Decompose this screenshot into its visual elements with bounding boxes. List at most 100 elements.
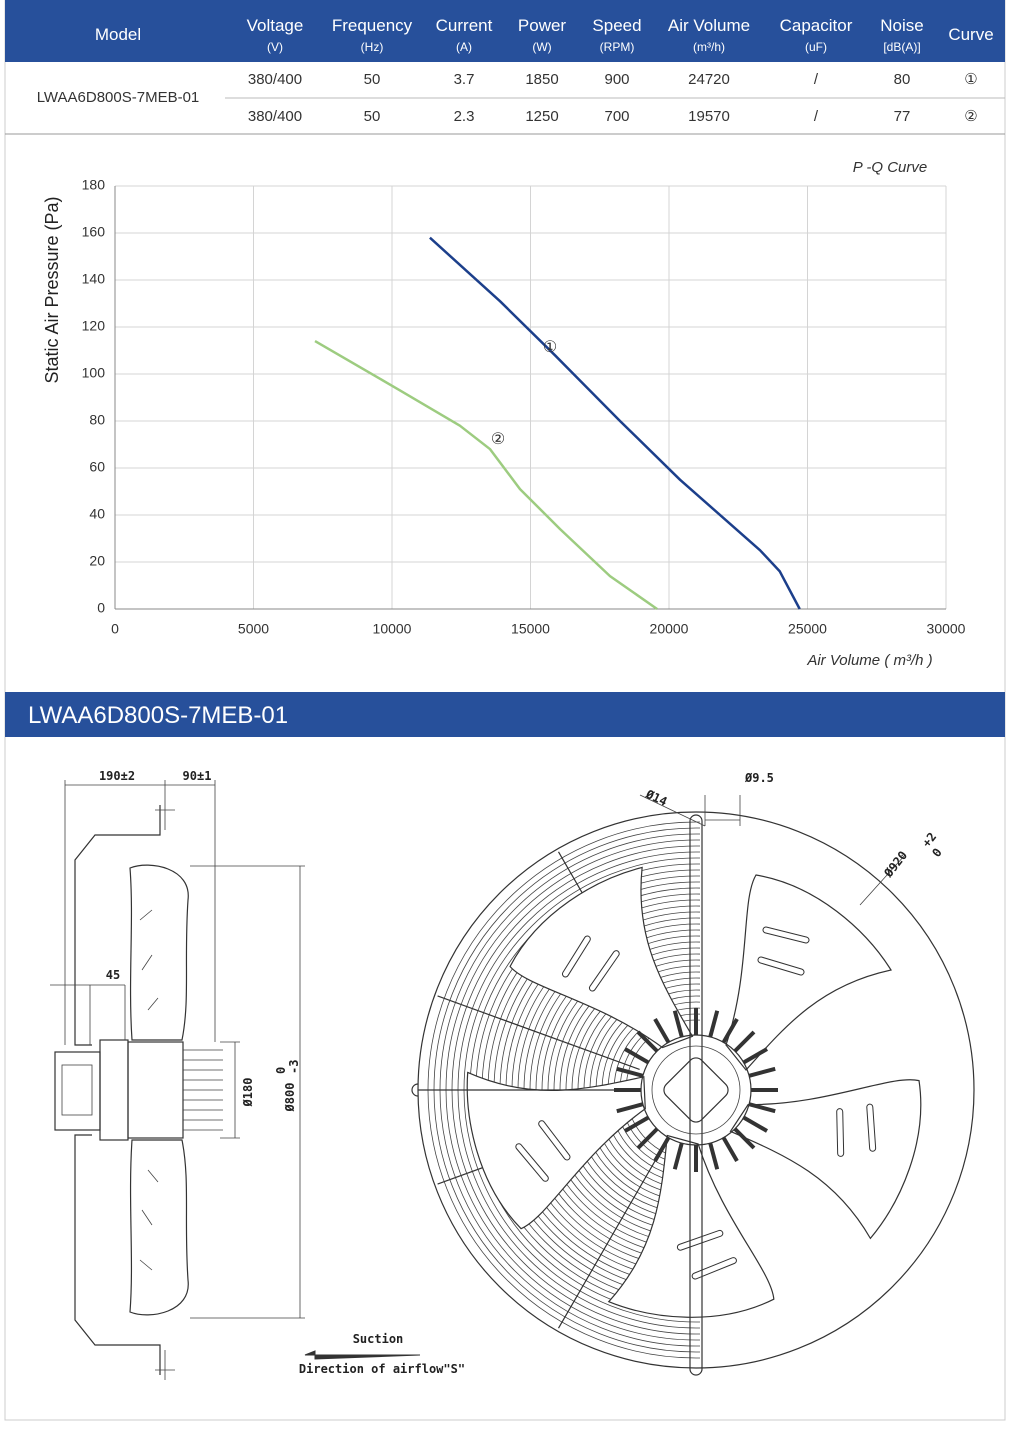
blade (725, 874, 892, 1071)
dim-label: 90±1 (183, 769, 212, 783)
drawing-line (689, 814, 703, 1376)
header-name: Capacitor (780, 16, 853, 35)
drawing-line (61, 1064, 93, 1116)
x-axis-label: Air Volume ( m³/h ) (806, 652, 932, 669)
blade-outline (729, 1079, 922, 1240)
table-cell: 19570 (688, 108, 730, 125)
dim-tolerance: +2 (919, 830, 939, 850)
chart: 0 20 40 60 80 100 120 140 160 180 0 5000 10000 15000 2… (42, 159, 966, 669)
curve-label: ② (491, 431, 505, 448)
side-view: 190±2 90±1 45 Ø180 Ø800 0 -3 Suction Dir… (50, 769, 465, 1380)
header-unit: (W) (532, 40, 551, 54)
table-cell: / (814, 71, 819, 88)
front-view: Ø14 Ø9.5 Ø920 +2 0 (411, 771, 975, 1376)
table-cell: 380/400 (248, 71, 302, 88)
model-cell: LWAA6D800S-7MEB-01 (37, 89, 200, 106)
table-cell: 1850 (525, 71, 558, 88)
x-tick-label: 5000 (238, 621, 269, 637)
header-unit: (RPM) (600, 40, 635, 54)
table-cell: 50 (364, 108, 381, 125)
y-tick-label: 140 (82, 271, 106, 287)
dim-label: Ø180 (241, 1078, 255, 1108)
header-unit: (uF) (805, 40, 827, 54)
y-tick-label: 180 (82, 177, 106, 193)
header-name: Frequency (332, 16, 413, 35)
y-tick-label: 0 (97, 600, 105, 616)
y-axis-label: Static Air Pressure (Pa) (42, 196, 62, 383)
drawing-line (639, 794, 906, 906)
header-name: Power (518, 16, 567, 35)
hub-fin (733, 1127, 756, 1150)
dim-label: Ø9.5 (744, 771, 774, 785)
curve (314, 340, 658, 611)
table-cell: ① (964, 71, 977, 88)
hub-fin (708, 1010, 720, 1038)
drawing-line (304, 1350, 421, 1360)
header-unit: (Hz) (361, 40, 384, 54)
blade-outline (607, 1134, 775, 1318)
header-name: Current (436, 16, 493, 35)
x-tick-label: 20000 (650, 621, 689, 637)
hub-fin (623, 1047, 650, 1065)
table-cell: 24720 (688, 71, 730, 88)
header-name: Voltage (247, 16, 304, 35)
dim-tolerance: -3 (287, 1060, 301, 1074)
header-name: Noise (880, 16, 923, 35)
hub-fin (616, 1066, 644, 1078)
y-tick-label: 20 (89, 553, 105, 569)
drawing-line (651, 1045, 741, 1135)
header-name: Speed (592, 16, 641, 35)
hub-fin (616, 1102, 644, 1114)
section-banner (5, 692, 1005, 737)
y-tick-label: 100 (82, 365, 106, 381)
y-tick-label: 160 (82, 224, 106, 240)
dim-label: Ø14 (643, 787, 669, 809)
header-name: Air Volume (668, 16, 750, 35)
dim-label: Ø800 (283, 1083, 297, 1113)
hub-fin (636, 1030, 659, 1053)
hub-fin (672, 1010, 684, 1038)
header-unit: [dB(A)] (883, 40, 920, 54)
hub-fin (742, 1047, 769, 1065)
drawing-line (74, 805, 161, 1375)
hub-fin (721, 1136, 739, 1163)
header-unit: (V) (267, 40, 283, 54)
blade-outline (509, 866, 694, 1049)
header-unit: (A) (456, 40, 472, 54)
drawing-line (139, 909, 159, 1271)
blade (729, 1079, 922, 1240)
table: Model Voltage (V) Frequency (Hz) Current (A) Po… (5, 16, 1005, 135)
hub-fin (721, 1017, 739, 1044)
dim-label: Ø920 (881, 848, 910, 880)
blade-outline (466, 1071, 646, 1230)
chart-title: P -Q Curve (853, 159, 927, 176)
y-tick-label: 40 (89, 506, 105, 522)
drawing-line (640, 1034, 752, 1146)
blades (466, 866, 922, 1318)
guard-spoke (437, 995, 640, 1071)
header-unit: (m³/h) (693, 40, 725, 54)
drawing-line (50, 780, 305, 1319)
x-tick-label: 25000 (788, 621, 827, 637)
x-tick-label: 10000 (373, 621, 412, 637)
y-tick-label: 60 (89, 459, 105, 475)
blade-slot-inner (516, 1121, 570, 1181)
curve-label: ① (543, 339, 557, 356)
blade-slot-inner (562, 936, 619, 991)
drawing-line (183, 1049, 223, 1131)
hub-fin (672, 1142, 684, 1170)
y-tick-label: 80 (89, 412, 105, 428)
hub-fin (653, 1017, 671, 1044)
blade (466, 1071, 646, 1230)
table-cell: 1250 (525, 108, 558, 125)
table-cell: 3.7 (454, 71, 475, 88)
drawing-line (129, 1139, 189, 1316)
drawing-line (127, 1041, 184, 1139)
table-cell: 900 (604, 71, 629, 88)
table-cell: ② (964, 108, 977, 125)
table-cell: / (814, 108, 819, 125)
dim-label: 45 (106, 968, 120, 982)
drawing-line (155, 800, 175, 1380)
drawing-line (411, 1083, 640, 1097)
